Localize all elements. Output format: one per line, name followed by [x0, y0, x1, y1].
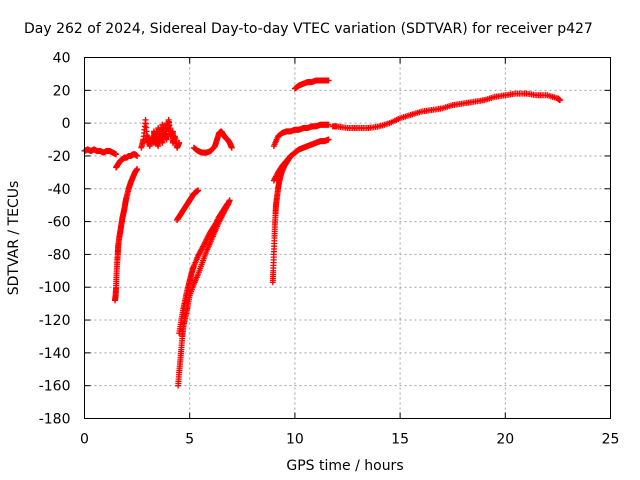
y-tick-label: -140	[39, 346, 71, 362]
data-point-arc-1-drop	[134, 166, 141, 173]
y-tick-label: -100	[39, 280, 71, 296]
data-point-arc-3-upper	[325, 121, 332, 128]
y-tick-label: -40	[48, 182, 71, 198]
y-tick-label: -120	[39, 313, 71, 329]
x-tick-labels: 0 5 10 15 20 25	[80, 432, 619, 448]
x-tick-label: 5	[185, 432, 194, 448]
data-point-arc-3-rise	[325, 136, 332, 143]
x-tick-label: 20	[496, 432, 514, 448]
data-point-arc-2-deep	[226, 197, 233, 204]
data-points	[81, 77, 564, 389]
y-tick-label: -20	[48, 149, 71, 165]
chart-title: Day 262 of 2024, Sidereal Day-to-day VTE…	[24, 21, 593, 37]
y-tick-label: -60	[48, 215, 71, 231]
x-tick-label: 0	[80, 432, 89, 448]
data-point-arc-2-band	[223, 201, 230, 208]
plot-area-border	[84, 57, 611, 419]
y-tick-label: -180	[39, 412, 71, 428]
data-point-mid-small-arcs	[228, 144, 235, 151]
y-tick-label: 20	[53, 83, 71, 99]
x-tick-label: 25	[602, 432, 620, 448]
y-tick-label: 40	[53, 51, 71, 67]
y-tick-label: -80	[48, 247, 71, 263]
y-tick-labels: -180 -160 -140 -120 -100 -80 -60 -40 -20 0 20 40	[39, 51, 71, 428]
x-tick-label: 10	[286, 432, 304, 448]
data-point-arc-2-band	[224, 200, 231, 207]
data-point-arc-4-high	[325, 77, 332, 84]
x-tick-label: 15	[391, 432, 409, 448]
data-point-cluster-3h	[176, 139, 183, 146]
data-point-afternoon-trend	[557, 97, 564, 104]
y-tick-label: -160	[39, 379, 71, 395]
data-point-early-baseline	[113, 151, 120, 158]
data-point-arc-1-plateau	[134, 152, 141, 159]
x-axis-label: GPS time / hours	[286, 458, 403, 474]
y-axis-label: SDTVAR / TECUs	[6, 181, 22, 296]
y-tick-label: 0	[62, 116, 71, 132]
data-point-arc-2-short	[195, 187, 202, 194]
